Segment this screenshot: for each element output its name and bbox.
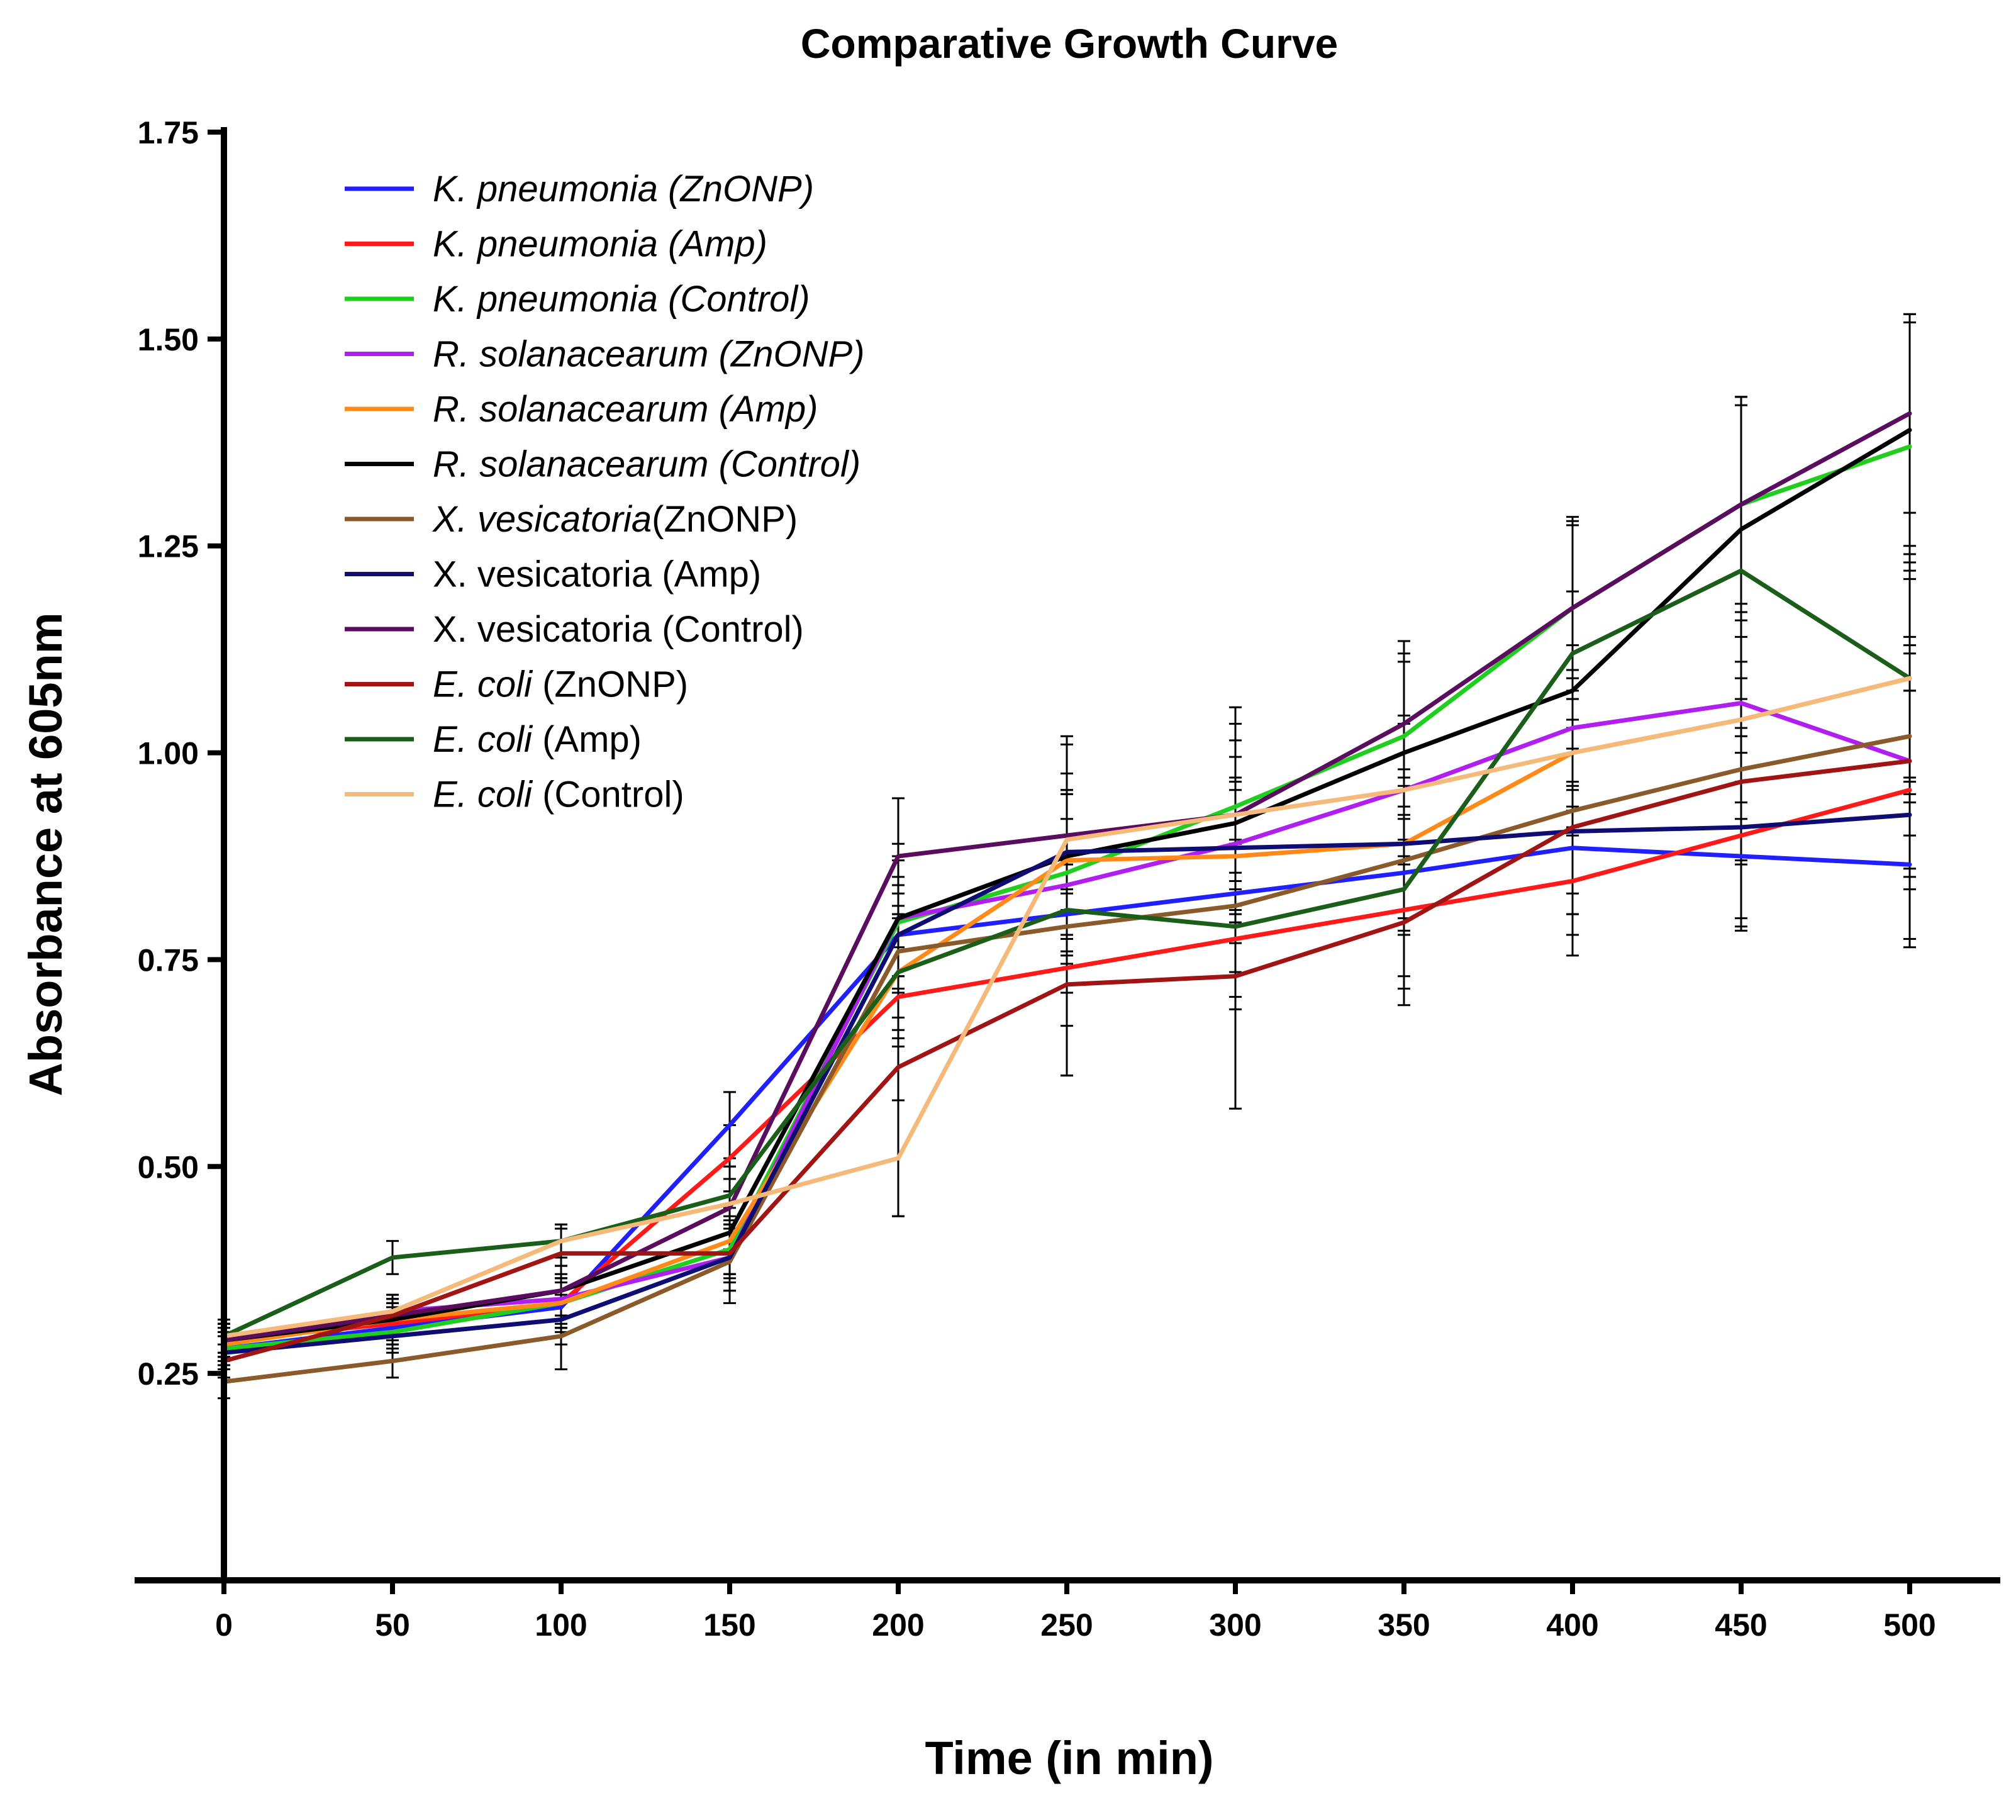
legend-item: X. vesicatoria (Amp) — [345, 554, 761, 595]
legend-label-part: (Control) — [532, 774, 684, 815]
x-tick-label: 150 — [703, 1607, 755, 1643]
legend-label-part: E. coli — [433, 719, 533, 760]
legend-label-part: X. vesicatoria (Amp) — [433, 554, 761, 595]
series-line-r-solanacearum-znonp — [221, 701, 1912, 1343]
legend-label: K. pneumonia (Amp) — [433, 224, 767, 265]
legend-label-part: E. coli — [433, 664, 533, 705]
legend-label-part: (Amp) — [532, 719, 642, 760]
legend-item: K. pneumonia (Amp) — [345, 224, 767, 265]
legend-label: X. vesicatoria (Amp) — [433, 554, 761, 595]
y-tick-label: 1.50 — [138, 322, 199, 357]
series-line-x-vesicatoria-amp — [221, 812, 1912, 1355]
y-tick-label: 0.75 — [138, 942, 199, 978]
series-line-x-vesicatoria-control — [221, 411, 1912, 1343]
x-tick-label: 200 — [872, 1607, 924, 1643]
data-series — [221, 411, 1912, 1384]
legend-label: R. solanacearum (Amp) — [433, 389, 818, 430]
y-tick-label: 0.50 — [138, 1149, 199, 1185]
legend-label-part: K. pneumonia (ZnONP) — [433, 169, 814, 209]
x-tick-label: 100 — [535, 1607, 587, 1643]
legend-item: E. coli (ZnONP) — [345, 664, 688, 705]
legend-label-part: (ZnONP) — [652, 499, 798, 540]
legend-item: R. solanacearum (Amp) — [345, 389, 818, 430]
x-tick-label: 500 — [1883, 1607, 1935, 1643]
legend-item: R. solanacearum (Control) — [345, 444, 860, 485]
legend-label-part: E. coli — [433, 774, 533, 815]
series-line-e-coli-znonp — [221, 759, 1912, 1363]
y-tick-label: 1.00 — [138, 736, 199, 771]
legend-label-part: K. pneumonia (Amp) — [433, 224, 767, 265]
legend-item: R. solanacearum (ZnONP) — [345, 334, 865, 375]
x-axis-title: Time (in min) — [925, 1732, 1213, 1784]
legend-label: X. vesicatoria(ZnONP) — [432, 499, 798, 540]
series-line-x-vesicatoria-znonp — [221, 734, 1912, 1384]
legend-label: E. coli (Amp) — [433, 719, 642, 760]
legend-label: X. vesicatoria (Control) — [433, 609, 804, 650]
y-axis-title: Absorbance at 605nm — [19, 612, 72, 1096]
y-tick-label: 1.25 — [138, 529, 199, 564]
x-tick-label: 300 — [1209, 1607, 1261, 1643]
legend-label: E. coli (Control) — [433, 774, 684, 815]
series-line-e-coli-control — [221, 676, 1912, 1339]
legend-label-part: X. vesicatoria — [432, 499, 652, 540]
x-tick-label: 350 — [1378, 1607, 1430, 1643]
legend-item: E. coli (Control) — [345, 774, 684, 815]
x-tick-label: 400 — [1546, 1607, 1598, 1643]
legend-label-part: X. vesicatoria (Control) — [433, 609, 804, 650]
legend-item: X. vesicatoria(ZnONP) — [345, 499, 798, 540]
y-tick-label: 1.75 — [138, 115, 199, 150]
legend-label: R. solanacearum (Control) — [433, 444, 860, 485]
legend-label-part: R. solanacearum (Amp) — [433, 389, 818, 430]
legend-label-part: R. solanacearum (ZnONP) — [433, 334, 865, 375]
legend-item: E. coli (Amp) — [345, 719, 642, 760]
series-line-e-coli-amp — [221, 568, 1912, 1339]
legend-item: K. pneumonia (Control) — [345, 279, 810, 320]
legend-label: K. pneumonia (ZnONP) — [433, 169, 814, 209]
x-tick-label: 250 — [1040, 1607, 1093, 1643]
x-tick-label: 450 — [1715, 1607, 1767, 1643]
legend-label-part: R. solanacearum (Control) — [433, 444, 860, 485]
legend-label: K. pneumonia (Control) — [433, 279, 810, 320]
legend: K. pneumonia (ZnONP) K. pneumonia (Amp) K.… — [345, 169, 865, 815]
x-tick-label: 50 — [375, 1607, 410, 1643]
legend-label: R. solanacearum (ZnONP) — [433, 334, 865, 375]
legend-label-part: K. pneumonia (Control) — [433, 279, 810, 320]
legend-item: K. pneumonia (ZnONP) — [345, 169, 814, 209]
legend-label: E. coli (ZnONP) — [433, 664, 688, 705]
x-tick-label: 0 — [215, 1607, 233, 1643]
legend-item: X. vesicatoria (Control) — [345, 609, 804, 650]
legend-label-part: (ZnONP) — [532, 664, 688, 705]
axis-ticks: 0 50 100 150 200 250 300 350 400 450 500 0.25 0.50 0.… — [138, 115, 1936, 1643]
chart-title: Comparative Growth Curve — [801, 20, 1339, 67]
y-tick-label: 0.25 — [138, 1356, 199, 1392]
